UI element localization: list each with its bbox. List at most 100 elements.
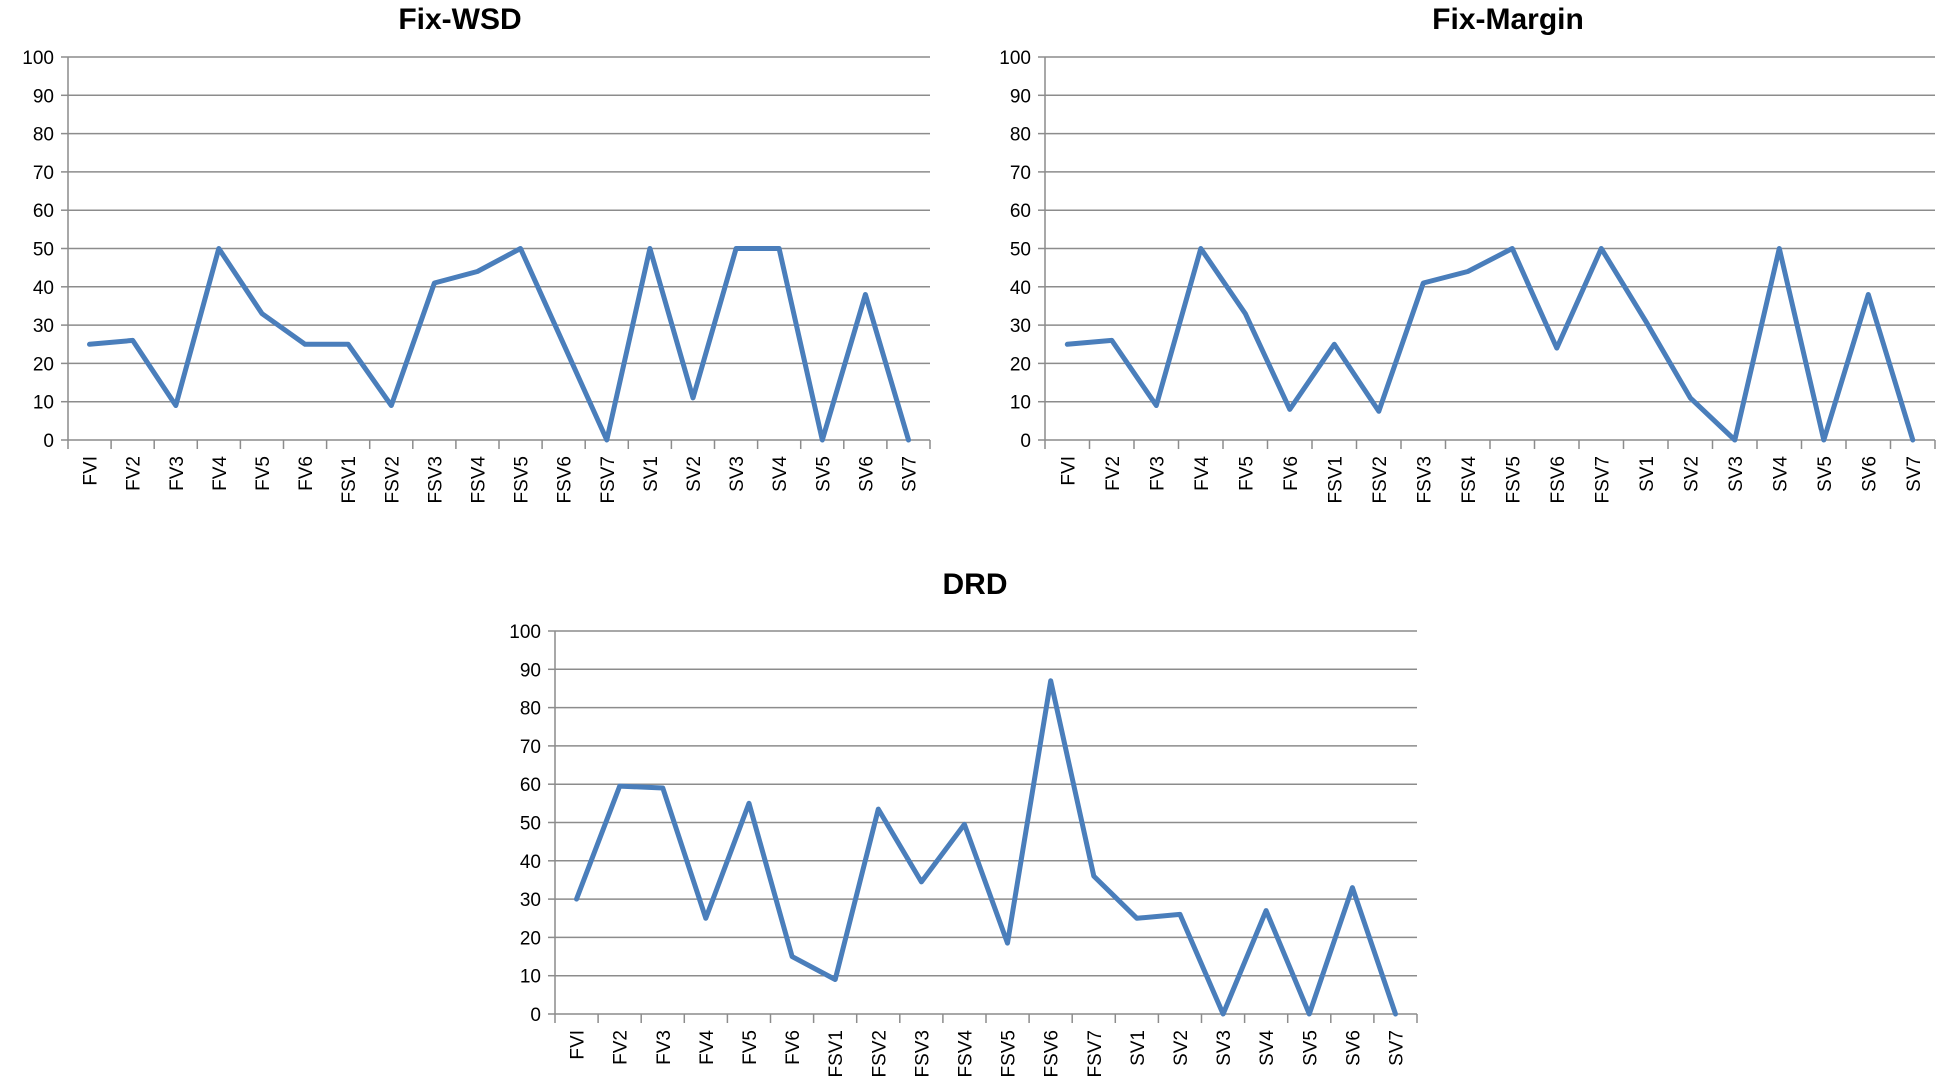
x-tick-label: SV3	[1726, 456, 1747, 492]
x-tick-label: FSV3	[912, 1030, 933, 1078]
y-tick-label: 80	[33, 125, 54, 146]
x-tick-label: SV4	[1257, 1030, 1278, 1066]
data-point	[1421, 280, 1426, 285]
x-tick-label: FSV4	[1459, 456, 1480, 504]
data-point	[690, 395, 695, 400]
y-tick-label: 100	[999, 48, 1031, 69]
y-tick-label: 80	[1010, 125, 1031, 146]
data-point	[475, 269, 480, 274]
chart-fix-wsd-svg: Fix-WSD 0 10 20 30 40 50 60 70 80 90 100 FVI FV2 FV3 FV…	[22, 3, 931, 504]
data-point	[1307, 1012, 1312, 1017]
x-tick-label: FV2	[611, 1030, 632, 1065]
y-tick-label: 70	[33, 163, 54, 184]
y-tick-label: 30	[520, 890, 541, 911]
x-tick-label: FSV6	[555, 456, 576, 504]
data-point	[1910, 438, 1915, 443]
chart-title: Fix-Margin	[1432, 3, 1584, 36]
x-tick-label: FV2	[1103, 456, 1124, 491]
data-point	[1688, 395, 1693, 400]
data-point	[919, 879, 924, 884]
data-point	[389, 403, 394, 408]
data-point	[820, 438, 825, 443]
data-point	[1866, 292, 1871, 297]
x-tick-label: FVI	[568, 1030, 589, 1060]
y-tick-label: 0	[1020, 431, 1031, 452]
x-tick-label: SV5	[813, 456, 834, 492]
data-point	[1154, 403, 1159, 408]
data-point	[604, 438, 609, 443]
x-tick-label: FSV1	[1325, 456, 1346, 504]
x-tick-label: FV2	[124, 456, 145, 491]
y-tick-label: 60	[33, 201, 54, 222]
y-tick-label: 40	[33, 278, 54, 299]
x-tick-label: SV3	[727, 456, 748, 492]
x-tick-label: SV4	[770, 456, 791, 492]
y-tick-label: 20	[33, 354, 54, 375]
x-tick-label: SV7	[1904, 456, 1925, 492]
y-tick-label: 100	[22, 48, 54, 69]
y-tick-label: 60	[1010, 201, 1031, 222]
data-point	[1732, 438, 1737, 443]
data-point	[518, 246, 523, 251]
data-point	[660, 786, 665, 791]
chart-drd-svg: DRD 0 10 20 30 40 50 60 70 80 90 100 FVI FV2 FV3 FV4 FV5…	[509, 568, 1418, 1078]
y-tick-label: 40	[1010, 278, 1031, 299]
data-point	[432, 280, 437, 285]
y-tick-label: 0	[43, 431, 54, 452]
data-point	[876, 807, 881, 812]
x-tick-label: FSV5	[512, 456, 533, 504]
y-tick-label: 0	[530, 1005, 541, 1026]
y-tick-label: 20	[520, 928, 541, 949]
x-tick-label: SV4	[1770, 456, 1791, 492]
y-tick-label: 30	[1010, 316, 1031, 337]
x-tick-label: FV3	[654, 1030, 675, 1065]
chart-title: Fix-WSD	[398, 3, 521, 36]
x-tick-label: FV6	[296, 456, 317, 491]
y-tick-label: 70	[1010, 163, 1031, 184]
data-point	[1777, 246, 1782, 251]
data-point	[906, 438, 911, 443]
data-point	[303, 342, 308, 347]
x-tick-label: FVI	[1058, 456, 1079, 486]
data-point	[863, 292, 868, 297]
data-point	[1332, 342, 1337, 347]
x-tick-label: SV2	[1681, 456, 1702, 492]
x-tick-label: SV5	[1300, 1030, 1321, 1066]
data-point	[647, 246, 652, 251]
x-tick-label: SV1	[641, 456, 662, 492]
data-point	[561, 342, 566, 347]
data-point	[1643, 319, 1648, 324]
x-tick-label: FSV6	[1548, 456, 1569, 504]
series-line	[87, 246, 911, 443]
x-tick-label: FSV7	[1085, 1030, 1106, 1078]
x-tick-label: SV1	[1637, 456, 1658, 492]
x-tick-label: SV6	[856, 456, 877, 492]
x-tick-label: FV6	[783, 1030, 804, 1065]
y-tick-label: 10	[33, 393, 54, 414]
data-point	[777, 246, 782, 251]
data-point	[130, 338, 135, 343]
data-point	[1091, 874, 1096, 879]
x-tick-label: FSV2	[382, 456, 403, 504]
x-tick-label: SV2	[684, 456, 705, 492]
x-tick-label: FSV7	[1592, 456, 1613, 504]
x-tick-label: FSV5	[1503, 456, 1524, 504]
data-point	[790, 954, 795, 959]
x-tick-label: FV4	[697, 1030, 718, 1065]
data-point	[1005, 941, 1010, 946]
x-tick-label: SV6	[1343, 1030, 1364, 1066]
data-point	[833, 977, 838, 982]
y-tick-label: 90	[33, 86, 54, 107]
y-tick-label: 10	[1010, 393, 1031, 414]
x-tick-label: SV6	[1859, 456, 1880, 492]
x-tick-label: FV4	[1192, 456, 1213, 491]
data-point	[1048, 678, 1053, 683]
y-tick-label: 40	[520, 852, 541, 873]
data-point	[173, 403, 178, 408]
x-tick-label: SV3	[1214, 1030, 1235, 1066]
x-tick-label: FSV2	[1370, 456, 1391, 504]
x-tick-label: FSV1	[339, 456, 360, 504]
data-point	[1177, 912, 1182, 917]
x-tick-label: FV4	[210, 456, 231, 491]
y-tick-label: 20	[1010, 354, 1031, 375]
